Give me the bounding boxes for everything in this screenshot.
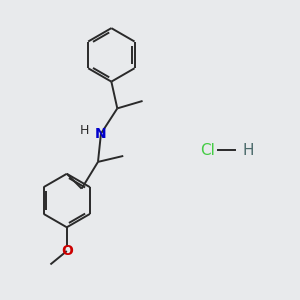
Text: N: N — [95, 127, 107, 141]
Text: O: O — [61, 244, 73, 258]
Text: H: H — [80, 124, 89, 136]
Text: H: H — [242, 142, 254, 158]
Text: Cl: Cl — [200, 142, 215, 158]
